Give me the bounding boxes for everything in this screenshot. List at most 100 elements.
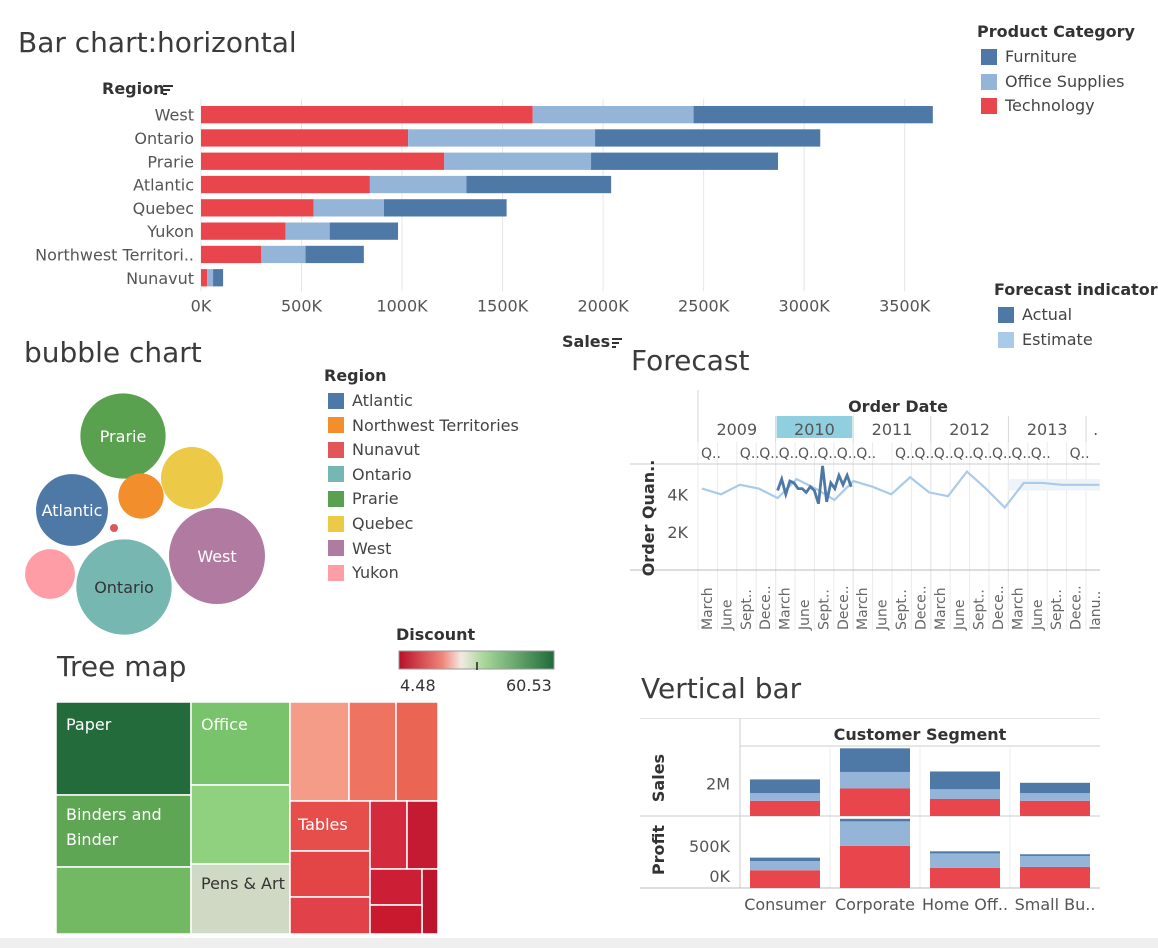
hbar-bar-technology[interactable]: [201, 222, 286, 240]
forecast-month-label[interactable]: Sept..: [739, 589, 755, 630]
forecast-quarter-label[interactable]: Q..: [914, 446, 934, 462]
vbar-bar-sales-technology[interactable]: [750, 800, 820, 816]
legend-item-actual[interactable]: Actual: [998, 305, 1072, 324]
vbar-bar-profit-office-supplies[interactable]: [1020, 855, 1090, 867]
hbar-bar-office-supplies[interactable]: [313, 199, 384, 217]
vbar-bar-profit-furniture[interactable]: [840, 818, 910, 822]
forecast-month-label[interactable]: June: [952, 600, 968, 632]
forecast-month-label[interactable]: Dece..: [991, 585, 1007, 630]
region-axis-label[interactable]: Region: [102, 79, 165, 98]
forecast-month-label[interactable]: Sept..: [816, 589, 832, 630]
legend-item-office-supplies[interactable]: Office Supplies: [981, 72, 1124, 91]
forecast-year-label[interactable]: 2010: [794, 420, 835, 439]
forecast-quarter-label[interactable]: Q..: [779, 446, 799, 462]
hbar-category-label[interactable]: Quebec: [133, 199, 194, 218]
forecast-month-label[interactable]: June: [719, 600, 735, 632]
vbar-bar-profit-office-supplies[interactable]: [840, 821, 910, 846]
treemap-tile[interactable]: [369, 904, 423, 934]
forecast-quarter-label[interactable]: Q..: [1031, 446, 1051, 462]
vbar-bar-sales-furniture[interactable]: [930, 771, 1000, 790]
forecast-month-label[interactable]: March: [1010, 587, 1026, 630]
vbar-category-label[interactable]: Consumer: [744, 895, 826, 914]
vbar-bar-profit-technology[interactable]: [1020, 866, 1090, 888]
hbar-category-label[interactable]: Yukon: [146, 222, 194, 241]
treemap-tile[interactable]: [369, 800, 408, 870]
legend-item-furniture[interactable]: Furniture: [981, 47, 1077, 66]
vbar-bar-profit-technology[interactable]: [840, 845, 910, 888]
hbar-bar-office-supplies[interactable]: [532, 106, 694, 124]
legend-item-region[interactable]: Northwest Territories: [328, 416, 519, 435]
hbar-bar-office-supplies[interactable]: [408, 129, 596, 147]
hbar-bar-office-supplies[interactable]: [207, 269, 214, 287]
treemap-tile[interactable]: [190, 784, 291, 865]
forecast-month-label[interactable]: Sept..: [894, 589, 910, 630]
forecast-quarter-label[interactable]: Q..: [740, 446, 760, 462]
treemap-tile-binders[interactable]: [56, 794, 192, 868]
treemap-tile[interactable]: [406, 800, 438, 870]
forecast-quarter-label[interactable]: Q..: [973, 446, 993, 462]
forecast-quarter-label[interactable]: Q..: [837, 446, 857, 462]
forecast-quarter-label[interactable]: Q..: [759, 446, 779, 462]
forecast-quarter-label[interactable]: Q..: [1070, 446, 1090, 462]
treemap-tile[interactable]: [56, 866, 192, 934]
forecast-month-label[interactable]: Dece..: [913, 585, 929, 630]
hbar-bar-office-supplies[interactable]: [369, 175, 467, 194]
vbar-bar-sales-furniture[interactable]: [750, 779, 820, 794]
forecast-month-label[interactable]: Janu..: [1088, 591, 1100, 631]
forecast-quarter-label[interactable]: Q..: [817, 446, 837, 462]
hbar-bar-furniture[interactable]: [305, 245, 364, 264]
bubble-west[interactable]: [169, 508, 265, 604]
legend-item-region[interactable]: Nunavut: [328, 440, 420, 459]
forecast-actual-line[interactable]: [776, 465, 853, 505]
sales-axis-label[interactable]: Sales: [562, 332, 610, 351]
vbar-bar-sales-office-supplies[interactable]: [1020, 793, 1090, 801]
forecast-month-label[interactable]: June: [875, 600, 891, 632]
vbar-bar-profit-office-supplies[interactable]: [930, 853, 1000, 868]
vbar-bar-sales-technology[interactable]: [930, 799, 1000, 816]
treemap-tile[interactable]: [289, 850, 371, 898]
bubble-yukon[interactable]: [25, 549, 75, 599]
legend-item-estimate[interactable]: Estimate: [998, 330, 1093, 349]
hbar-bar-technology[interactable]: [201, 175, 370, 194]
hbar-bar-furniture[interactable]: [466, 175, 612, 194]
hbar-bar-furniture[interactable]: [383, 199, 507, 217]
treemap-tile[interactable]: [348, 702, 397, 802]
bubble-ontario[interactable]: [76, 539, 172, 635]
sales-sort-icon[interactable]: [612, 338, 622, 348]
vbar-bar-profit-furniture[interactable]: [1020, 854, 1090, 856]
vbar-bar-sales-office-supplies[interactable]: [930, 789, 1000, 799]
treemap-tile[interactable]: [369, 868, 423, 906]
vbar-category-label[interactable]: Small Bu..: [1015, 895, 1096, 914]
vbar-category-label[interactable]: Corporate: [835, 895, 915, 914]
forecast-year-label[interactable]: 2009: [716, 420, 757, 439]
legend-item-region[interactable]: Ontario: [328, 465, 412, 484]
legend-item-region[interactable]: Quebec: [328, 514, 413, 533]
forecast-month-label[interactable]: Dece..: [836, 585, 852, 630]
forecast-quarter-label[interactable]: Q..: [953, 446, 973, 462]
hbar-category-label[interactable]: Atlantic: [133, 176, 194, 195]
hbar-category-label[interactable]: West: [155, 106, 194, 125]
treemap-tile[interactable]: [289, 896, 371, 934]
forecast-year-label[interactable]: 2012: [949, 420, 990, 439]
forecast-month-label[interactable]: Dece..: [758, 585, 774, 630]
treemap-tile-pens[interactable]: [190, 863, 291, 934]
hbar-bar-technology[interactable]: [201, 129, 409, 147]
hbar-bar-furniture[interactable]: [329, 222, 399, 240]
vbar-bar-sales-furniture[interactable]: [1020, 782, 1090, 794]
forecast-quarter-label[interactable]: Q..: [1011, 446, 1031, 462]
bubble-atlantic[interactable]: [36, 474, 108, 546]
forecast-quarter-label[interactable]: Q..: [701, 446, 721, 462]
hbar-bar-technology[interactable]: [201, 152, 445, 170]
vbar-bar-sales-technology[interactable]: [1020, 800, 1090, 816]
forecast-month-label[interactable]: March: [933, 587, 949, 630]
vbar-bar-profit-technology[interactable]: [930, 867, 1000, 888]
forecast-month-label[interactable]: March: [778, 587, 794, 630]
vbar-bar-profit-furniture[interactable]: [750, 857, 820, 862]
vbar-bar-sales-furniture[interactable]: [840, 748, 910, 772]
treemap-tile-office[interactable]: [190, 702, 291, 786]
forecast-month-label[interactable]: March: [700, 587, 716, 630]
forecast-month-label[interactable]: Sept..: [1049, 589, 1065, 630]
forecast-year-label[interactable]: .: [1093, 420, 1098, 439]
hbar-category-label[interactable]: Ontario: [134, 129, 194, 148]
vbar-bar-sales-office-supplies[interactable]: [840, 771, 910, 789]
